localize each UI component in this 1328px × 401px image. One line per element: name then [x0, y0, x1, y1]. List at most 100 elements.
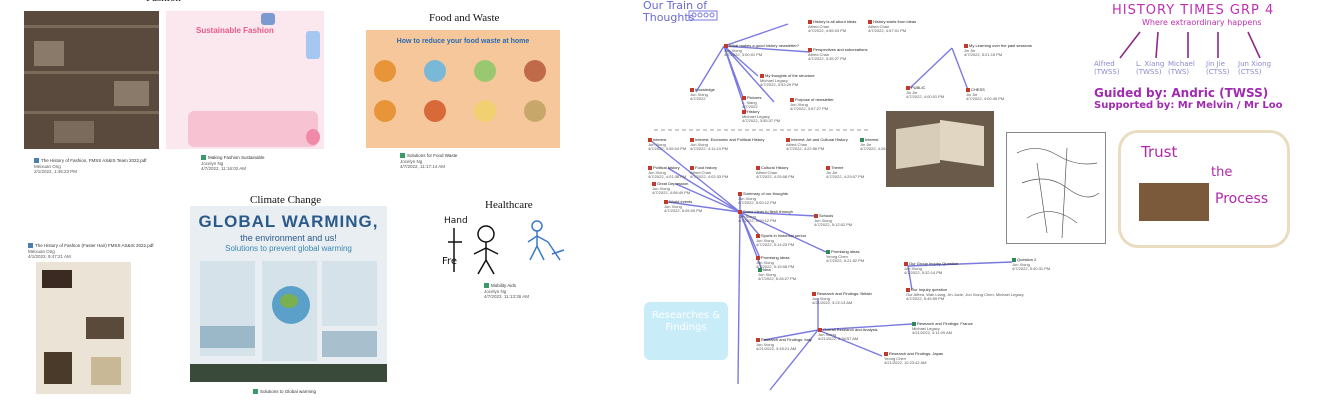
node-title: Our Inquiry question [911, 287, 948, 293]
node-title: Great Depression [657, 181, 689, 187]
poster-title: How to reduce your food waste at home [396, 38, 530, 45]
node-icon [652, 182, 656, 186]
poster-text-block [91, 357, 121, 385]
fashion-history-poster[interactable] [24, 11, 159, 149]
file-caption[interactable]: The History of Fashion, FMSS AS&IS Team … [34, 158, 146, 175]
food-icon [474, 60, 496, 82]
node-date: 4/7/2022, 4:08:49 PM [652, 190, 691, 196]
mind-map-node[interactable]: My Learning over the past sessions Jin Ji… [964, 43, 1032, 58]
trust-word: Trust [1141, 143, 1178, 161]
node-title: World events [669, 199, 693, 205]
file-date: 4/7/2022, 11:17:14 AM [400, 164, 445, 169]
mind-map-node[interactable]: Research and Findings: Italy Jun Xiong 4/2… [756, 337, 812, 352]
mind-map-node[interactable]: Research and Findings: Britain Jun Xiong 4… [812, 291, 872, 306]
node-icon [966, 88, 970, 92]
mind-map-node[interactable]: History starts from ideas Alfred Chan 4/7/… [868, 19, 916, 34]
file-caption[interactable]: Making Fashion Sustainable Jocelyn Ng 4/… [201, 155, 265, 172]
node-title: Knowledge [695, 87, 715, 93]
mind-map-node[interactable]: Interest Jun Xiong 4/7/2022, 3:55:04 PM [648, 137, 686, 152]
node-icon [690, 166, 694, 170]
node-title: Purpose of newsletter [795, 97, 834, 103]
mobility-aids-drawing[interactable]: Hand Fre [440, 214, 570, 278]
mind-map-node[interactable]: CHESS Jin Jie 4/7/2022, 4:00:45 PM [966, 87, 1004, 102]
mind-map-node[interactable]: Some ideas to flesh through Jun Xiong 4/7/… [738, 209, 793, 224]
member-name: Michael (TWS) [1168, 60, 1195, 76]
mind-map-node[interactable]: Pictures L. Xiang 4/7/2022 [742, 95, 762, 110]
file-caption[interactable]: The History of Fashion (Faster Hair) FMS… [28, 243, 154, 260]
mind-map-node[interactable]: Purpose of newsletter Jun Xiong 4/7/2022, … [790, 97, 834, 112]
file-author: Meixuan Ong [28, 248, 55, 254]
file-name: The History of Fashion, FMSS AS&IS Team … [41, 158, 147, 163]
node-icon [738, 210, 742, 214]
mind-map-node[interactable]: Our Group Inquiry Question Jun Xiong 4/7/2… [904, 261, 958, 276]
mind-map-node[interactable]: PUBLIC Jin Jie 4/7/2022, 4:00:01 PM [906, 85, 944, 100]
node-author: Jun Xiong [818, 331, 836, 337]
mind-map-node[interactable]: Knowledge Jun Xiong 4/7/2022 [690, 87, 715, 102]
mind-map-node[interactable]: Schools Jun Xiong 4/7/2022, 5:12:02 PM [814, 213, 853, 228]
node-title: Research and Findings: France [917, 321, 973, 327]
mind-map-node[interactable]: Idea Jun Xiong 4/7/2022, 5:28:27 PM [758, 267, 796, 282]
node-title: Interest: Art and Cultural History [791, 137, 848, 143]
global-warming-poster[interactable]: GLOBAL WARMING, the environment and us! … [190, 206, 387, 382]
mind-map-node[interactable]: History is all about ideas Alfred Chan 4/7… [808, 19, 856, 34]
food-waste-poster[interactable]: How to reduce your food waste at home [366, 30, 560, 148]
node-date: 4/7/2022, 5:12:02 PM [814, 222, 853, 228]
mind-map-node[interactable]: Food history Alfred Chan 4/7/2022, 4:02:33… [690, 165, 729, 180]
file-caption[interactable]: Solutions to Global warming [253, 389, 316, 395]
file-name: Mobility Aids [491, 283, 517, 288]
node-author: Michael Legacy [912, 325, 940, 331]
mind-map-node[interactable]: What makes a good history newsletter? Jun… [724, 43, 799, 58]
mind-map-node[interactable]: Question 2 Jun Xiong 4/7/2022, 5:40:31 PM [1012, 257, 1050, 272]
mind-map-node[interactable]: My thoughts of the structure Michael Lega… [760, 73, 815, 88]
node-title: Research and Findings: Japan [889, 351, 944, 357]
mind-map-node[interactable]: Perspectives and subcreations Alfred Chan… [808, 47, 867, 62]
node-icon [756, 166, 760, 170]
mind-map-node[interactable]: Promising ideas Yeong Chen 4/7/2022, 5:21:… [826, 249, 864, 264]
mind-map-node[interactable]: Great Depression Jun Xiong 4/7/2022, 4:08:… [652, 181, 691, 196]
node-date: 4/7/2022, 3:35:27 PM [808, 56, 847, 62]
node-author: Yeong Chen [826, 253, 848, 259]
mind-map-node[interactable]: Cultural History Alfred Chan 4/7/2022, 4:2… [756, 165, 794, 180]
mind-map-node[interactable]: World events Jun Xiong 4/7/2022, 5:05:05 P… [664, 199, 703, 214]
europe-map-image[interactable] [1006, 132, 1106, 244]
mind-map-node[interactable]: Our Inquiry question Our Alfred, Wah Lian… [906, 287, 1024, 302]
decor-shape [306, 31, 320, 59]
mind-map-node[interactable]: Interest: Economic and Political History… [690, 137, 764, 152]
mind-map-node[interactable]: Promising ideas Jun Xiong 4/7/2022, 5:15:0… [756, 255, 794, 270]
node-icon [906, 86, 910, 90]
mind-map-node[interactable]: Research and Findings: Japan Yeong Chen 4/… [884, 351, 944, 366]
mind-map-node[interactable]: History Michael Legacy 4/7/2022, 3:55:37 P… [742, 109, 780, 124]
mind-map-node[interactable]: Sports in historical period Jun Xiong 4/7/… [756, 233, 806, 248]
pdf-icon [34, 158, 39, 164]
file-caption[interactable]: Mobility Aids Jocelyn Ng 4/7/2022, 11:13… [484, 283, 529, 300]
fashion-history-pdf-preview[interactable] [36, 262, 131, 394]
node-icon [756, 234, 760, 238]
mind-map-node[interactable]: Summary of our thoughts Jun Xiong 4/7/2022… [738, 191, 788, 206]
node-author: Jin Jie [826, 169, 838, 175]
mind-map-node[interactable]: Overall Research and Analysis Jun Xiong 4/… [818, 327, 877, 342]
node-title: Pictures [747, 95, 762, 101]
mind-map-node[interactable]: Research and Findings: France Michael Leg… [912, 321, 973, 336]
guided-by: Guided by: Andric (TWSS) [1094, 86, 1269, 100]
open-book-photo[interactable] [886, 111, 994, 187]
mind-map-node[interactable]: Political history Jun Xiong 4/7/2022, 4:01… [648, 165, 686, 180]
poster-photo [200, 326, 255, 348]
node-icon [690, 88, 694, 92]
node-date: 4/7/2022, 5:05:05 PM [664, 208, 703, 214]
mind-map-node[interactable]: Theme Jin Jie 4/7/2022, 4:29:07 PM [826, 165, 864, 180]
decor-shape [261, 13, 275, 25]
sustainable-fashion-poster[interactable]: Sustainable Fashion [166, 11, 324, 149]
node-title: Interest [865, 137, 879, 143]
file-caption[interactable]: Solutions for Food Waste Jocelyn Ng 4/7/… [400, 153, 457, 170]
mind-map-node[interactable]: Interest Jin Jie 4/7/2022, 4:26:43 PM [860, 137, 898, 152]
trust-the-process-card[interactable]: Trust the Process [1118, 130, 1290, 248]
node-icon [826, 166, 830, 170]
node-author: Jun Xiong [648, 169, 666, 175]
researches-findings-note[interactable]: Researches & Findings [644, 302, 728, 360]
node-date: 4/7/2022, 4:02:33 PM [690, 174, 729, 180]
node-icon [648, 138, 652, 142]
node-icon [808, 48, 812, 52]
mind-map-node[interactable]: Interest: Art and Cultural History Alfred… [786, 137, 848, 152]
member-name: Jin Jie (CTSS) [1206, 60, 1230, 76]
node-icon [964, 44, 968, 48]
